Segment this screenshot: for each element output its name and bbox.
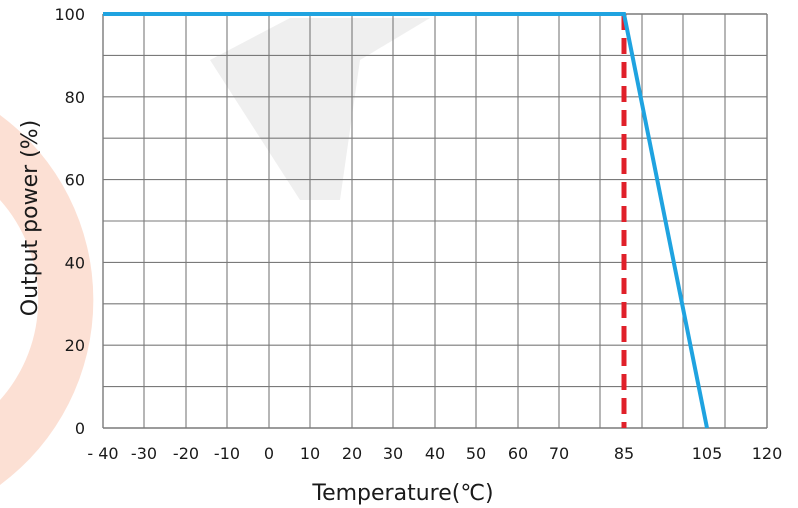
x-tick-label: 0 [264, 444, 274, 463]
x-tick-label: 30 [383, 444, 403, 463]
x-tick-label: - 40 [87, 444, 118, 463]
x-tick-label: 70 [549, 444, 569, 463]
x-tick-label: 120 [752, 444, 783, 463]
x-tick-label: -30 [131, 444, 157, 463]
y-tick-label: 0 [75, 419, 85, 438]
y-tick-label: 40 [65, 253, 85, 272]
y-tick-label: 60 [65, 171, 85, 190]
x-tick-label: 60 [508, 444, 528, 463]
y-axis-title: Output power (%) [18, 120, 43, 316]
y-tick-label: 20 [65, 336, 85, 355]
x-tick-label: 50 [466, 444, 486, 463]
y-tick-label: 80 [65, 88, 85, 107]
x-tick-label: 20 [342, 444, 362, 463]
x-axis-ticks: - 40 -30 -20 -10 0 10 20 30 40 50 60 70 85 105 120 [87, 444, 782, 463]
y-axis-ticks: 0 20 40 60 80 100 [54, 5, 85, 438]
series-lines [103, 12, 709, 429]
x-tick-label: 85 [614, 444, 634, 463]
watermark-logo-red-arc [0, 115, 94, 485]
series-line-0 [103, 12, 709, 429]
y-tick-label: 100 [54, 5, 85, 24]
x-tick-label: 40 [425, 444, 445, 463]
x-tick-label: 105 [692, 444, 723, 463]
watermark-logo-gray-shape [210, 18, 430, 200]
x-axis-title: Temperature(℃) [311, 481, 493, 506]
x-tick-label: -10 [214, 444, 240, 463]
x-tick-label: 10 [300, 444, 320, 463]
grid [102, 13, 768, 429]
x-tick-label: -20 [173, 444, 199, 463]
watermark-logo [0, 18, 430, 485]
